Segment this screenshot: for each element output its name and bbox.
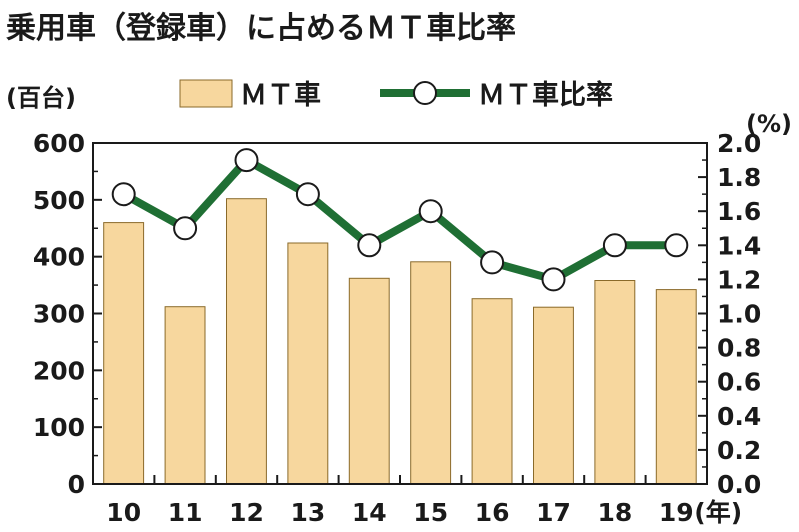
left-tick-label: 600 (33, 129, 85, 158)
x-tick-label-15: 15 (413, 498, 448, 527)
bar-10 (103, 222, 145, 485)
chart-legend: ＭＴ車 ＭＴ車比率 (179, 79, 613, 111)
ratio-point-11 (173, 216, 198, 241)
x-tick-label-10: 10 (106, 498, 141, 527)
right-tick-label: 1.0 (717, 300, 761, 329)
left-tick-label: 400 (33, 243, 85, 272)
x-tick-label-14: 14 (352, 498, 387, 527)
ratio-point-16 (480, 250, 505, 275)
legend-line-marker (413, 81, 437, 105)
bar-15 (410, 261, 452, 485)
bar-19 (655, 289, 697, 485)
bar-13 (287, 242, 329, 485)
ratio-point-14 (357, 233, 382, 258)
right-tick-label: 0.0 (717, 470, 761, 499)
x-tick-label-18: 18 (598, 498, 633, 527)
ratio-point-12 (234, 148, 259, 173)
x-axis-unit: (年) (694, 498, 742, 527)
bar-14 (348, 277, 390, 485)
plot-area: 0 100 200 300 400 500 600 0.0 0.2 0.4 0.6 0.8 1.0 1.2… (33, 129, 761, 527)
ratio-line (119, 156, 681, 284)
ratio-point-13 (295, 182, 320, 207)
x-tick-label-16: 16 (475, 498, 510, 527)
ratio-point-15 (418, 199, 443, 224)
chart-title: 乗用車（登録車）に占めるＭＴ車比率 (6, 11, 516, 46)
right-tick-label: 0.4 (717, 402, 761, 431)
ratio-point-17 (541, 267, 566, 292)
left-tick-label: 500 (33, 186, 85, 215)
left-tick-label: 200 (33, 356, 85, 385)
left-tick-label: 0 (68, 470, 85, 499)
bar-17 (533, 306, 574, 485)
bar-18 (594, 280, 636, 485)
left-axis-unit: (百台) (6, 84, 76, 112)
bar-11 (164, 306, 206, 485)
legend-bar-swatch (179, 79, 233, 108)
right-tick-label: 0.6 (717, 368, 761, 397)
right-tick-label: 1.2 (717, 265, 761, 294)
bar-16 (471, 298, 513, 485)
left-tick-label: 100 (33, 413, 85, 442)
ratio-point-18 (602, 233, 627, 258)
legend-bar-label: ＭＴ車 (240, 80, 321, 111)
left-tick-label: 300 (33, 300, 85, 329)
ratio-point-19 (664, 233, 689, 258)
right-tick-label: 1.8 (717, 163, 761, 192)
right-axis-unit: (%) (746, 110, 792, 138)
bar-12 (226, 198, 267, 485)
right-tick-label: 1.6 (717, 197, 761, 226)
right-tick-label: 0.8 (717, 334, 761, 363)
x-tick-label-12: 12 (229, 498, 264, 527)
right-tick-label: 2.0 (717, 129, 761, 158)
x-tick-label-19: 19 (659, 498, 694, 527)
right-tick-label: 0.2 (717, 436, 761, 465)
right-tick-label: 1.4 (717, 231, 761, 260)
ratio-point-10 (111, 182, 136, 207)
x-tick-label-17: 17 (536, 498, 571, 527)
legend-line-label: ＭＴ車比率 (478, 79, 613, 111)
x-tick-label-11: 11 (168, 498, 203, 527)
x-tick-label-13: 13 (291, 498, 326, 527)
